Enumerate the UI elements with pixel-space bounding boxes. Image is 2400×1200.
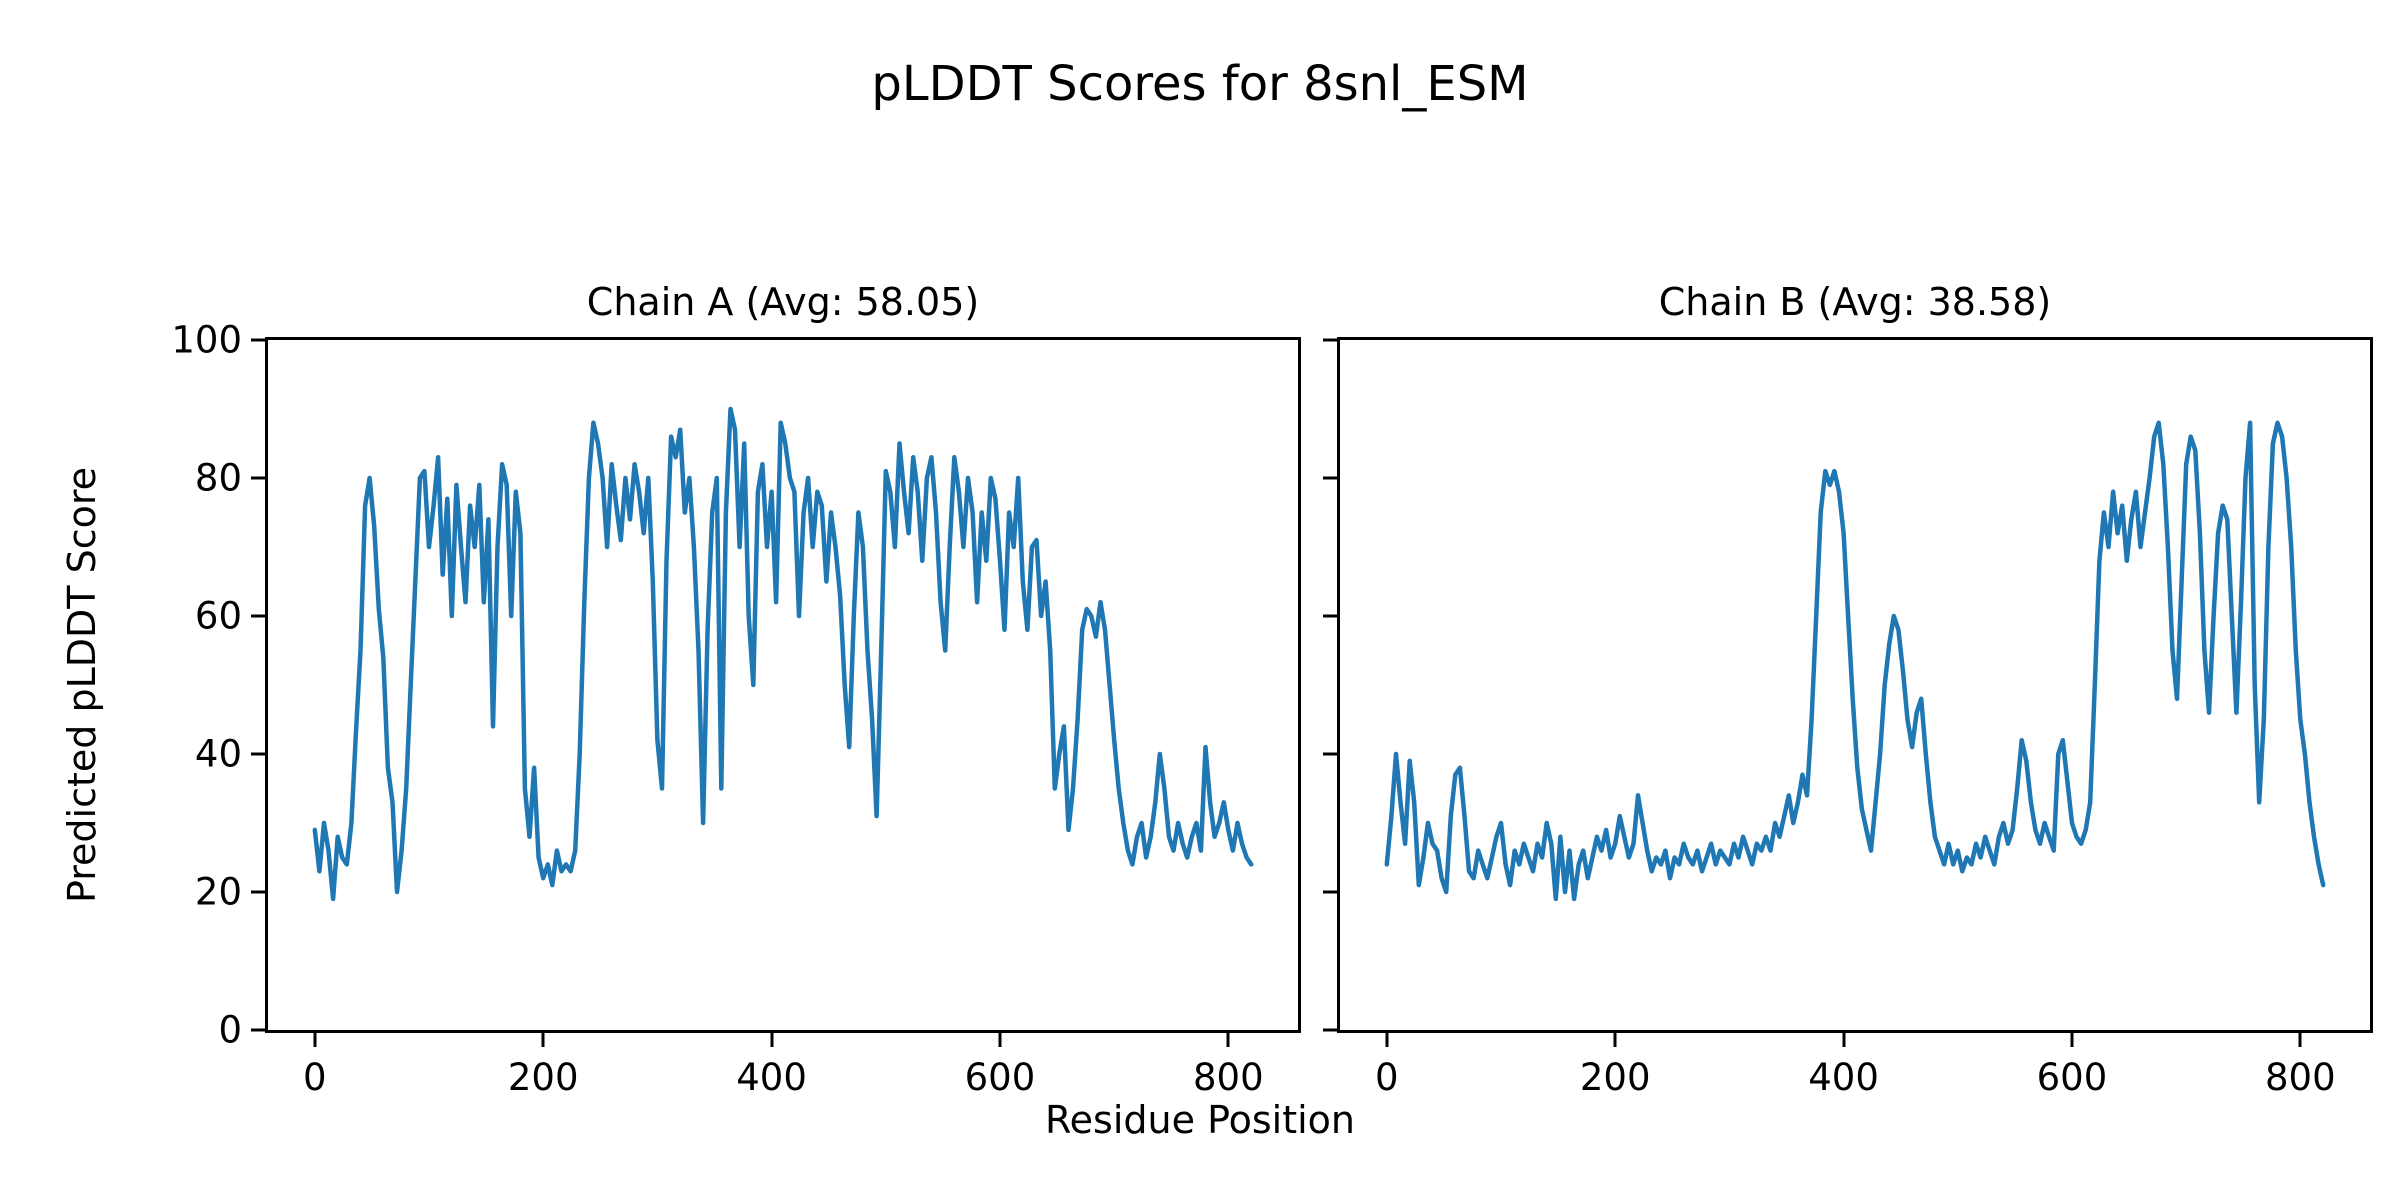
subplot-chain-a-title: Chain A (Avg: 58.05) <box>586 280 980 324</box>
x-tick-mark <box>1613 1033 1617 1047</box>
subplot-chain-b-title: Chain B (Avg: 38.58) <box>1658 280 2052 324</box>
y-tick-mark <box>1323 890 1337 894</box>
y-tick-label: 40 <box>194 732 242 776</box>
figure-title: pLDDT Scores for 8snl_ESM <box>871 56 1529 112</box>
x-tick-label: 200 <box>507 1056 579 1099</box>
x-tick-mark <box>1385 1033 1389 1047</box>
x-tick-label: 800 <box>2265 1056 2336 1099</box>
x-tick-label: 600 <box>964 1056 1036 1099</box>
chain-b-line-chart <box>1384 420 2326 902</box>
y-tick-label: 20 <box>194 870 242 914</box>
x-tick-mark <box>313 1033 317 1047</box>
y-tick-label: 80 <box>194 456 242 500</box>
x-tick-label: 0 <box>1375 1056 1399 1099</box>
x-tick-label: 400 <box>1808 1056 1879 1099</box>
y-tick-mark <box>251 890 265 894</box>
x-tick-label: 800 <box>1193 1056 1264 1099</box>
x-tick-mark <box>2070 1033 2074 1047</box>
plddt-line-chain-b <box>1384 420 2326 902</box>
y-tick-mark <box>251 338 265 342</box>
y-tick-mark <box>1323 338 1337 342</box>
x-tick-mark <box>1842 1033 1846 1047</box>
y-tick-mark <box>1323 1028 1337 1032</box>
x-axis-label: Residue Position <box>1044 1098 1356 1142</box>
plot-frame <box>265 337 1301 1033</box>
x-tick-mark <box>2298 1033 2302 1047</box>
y-tick-label: 100 <box>171 318 242 362</box>
plddt-line-chain-a <box>312 406 1254 902</box>
x-tick-label: 600 <box>2036 1056 2108 1099</box>
chain-a-line-chart <box>312 406 1254 902</box>
x-tick-mark <box>998 1033 1002 1047</box>
subplot-chain-b: Chain B (Avg: 38.58) 0 200 400 600 800 <box>1323 280 2373 1099</box>
y-axis-label: Predicted pLDDT Score <box>60 467 104 903</box>
y-tick-mark <box>1323 614 1337 618</box>
x-tick-mark <box>770 1033 774 1047</box>
x-tick-label: 400 <box>736 1056 807 1099</box>
y-tick-label: 60 <box>194 594 242 638</box>
y-tick-mark <box>251 476 265 480</box>
y-tick-mark <box>251 752 265 756</box>
y-tick-mark <box>1323 476 1337 480</box>
plot-frame <box>1337 337 2373 1033</box>
y-tick-label: 0 <box>218 1008 242 1052</box>
y-tick-mark <box>251 614 265 618</box>
x-tick-label: 0 <box>303 1056 327 1099</box>
y-tick-mark <box>251 1028 265 1032</box>
x-tick-label: 200 <box>1579 1056 1651 1099</box>
y-tick-mark <box>1323 752 1337 756</box>
x-tick-mark <box>541 1033 545 1047</box>
x-tick-mark <box>1226 1033 1230 1047</box>
subplot-chain-a: Chain A (Avg: 58.05) 0 200 400 600 800 0 20 40 6… <box>171 280 1301 1099</box>
